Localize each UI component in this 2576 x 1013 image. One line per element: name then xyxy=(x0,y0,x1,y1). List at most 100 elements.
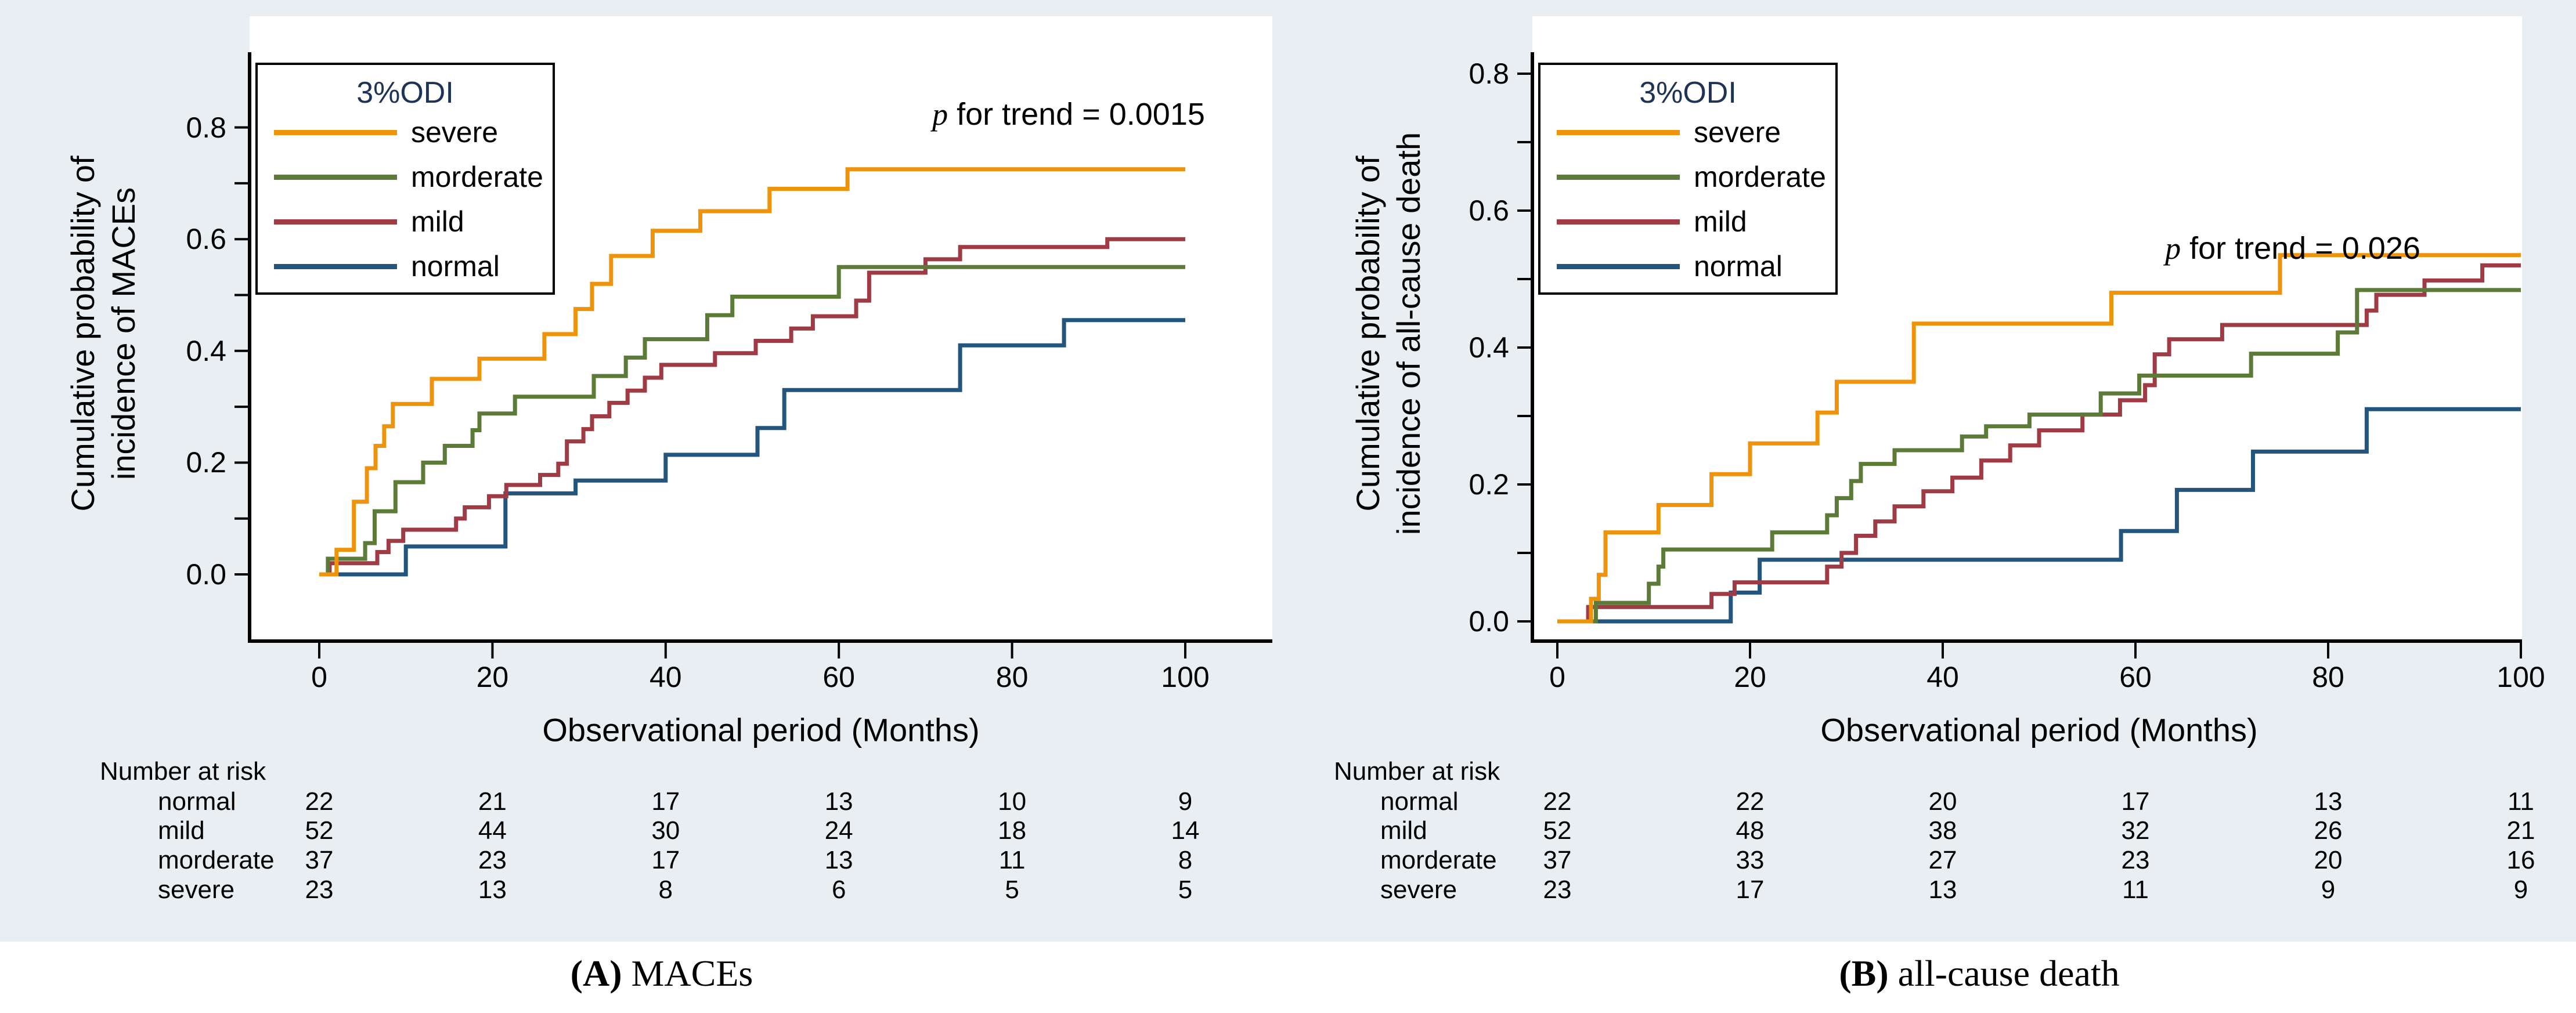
x-tick-label: 0 xyxy=(311,661,327,693)
risk-value: 5 xyxy=(1178,875,1193,904)
mild-legend-line xyxy=(274,219,397,225)
risk-value: 20 xyxy=(2314,846,2343,874)
risk-value: 23 xyxy=(1543,875,1572,904)
legend-label-normal: normal xyxy=(411,250,500,283)
risk-value: 48 xyxy=(1736,816,1765,845)
p-value-text: for trend = 0.026 xyxy=(2181,231,2420,266)
legend-label-severe: severe xyxy=(411,116,499,149)
legend-panel-b: 3%ODI severe morderate mild normal xyxy=(1538,63,1838,295)
risk-value: 52 xyxy=(305,816,334,845)
risk-value: 33 xyxy=(1736,846,1765,874)
risk-value: 8 xyxy=(1178,846,1193,874)
risk-row-label-severe: severe xyxy=(158,875,235,904)
p-symbol: p xyxy=(2165,231,2181,266)
risk-value: 14 xyxy=(1171,816,1200,845)
risk-value: 18 xyxy=(998,816,1027,845)
risk-row-label-severe: severe xyxy=(1380,875,1457,904)
morderate-legend-line xyxy=(274,175,397,180)
caption-prefix: (B) xyxy=(1839,953,1889,994)
risk-value: 26 xyxy=(2314,816,2343,845)
risk-value: 13 xyxy=(1928,875,1957,904)
risk-value: 23 xyxy=(478,846,507,874)
y-tick-label: 0.8 xyxy=(186,111,226,144)
risk-value: 8 xyxy=(658,875,673,904)
legend-title: 3%ODI xyxy=(356,76,454,110)
risk-row-label-mild: mild xyxy=(1380,816,1427,845)
x-tick-label: 60 xyxy=(822,661,855,693)
risk-value: 23 xyxy=(305,875,334,904)
risk-value: 22 xyxy=(1543,787,1572,816)
legend-label-normal: normal xyxy=(1694,250,1783,283)
p-for-trend-annotation-panel-b: p for trend = 0.026 xyxy=(2165,230,2420,266)
risk-value: 9 xyxy=(2513,875,2528,904)
p-for-trend-annotation-panel-a: p for trend = 0.0015 xyxy=(932,96,1205,132)
morderate-legend-line xyxy=(1557,175,1680,180)
y-tick-label: 0.6 xyxy=(1469,194,1509,227)
risk-value: 22 xyxy=(1736,787,1765,816)
y-tick-label: 0.0 xyxy=(186,558,226,591)
risk-value: 38 xyxy=(1928,816,1957,845)
y-tick-label: 0.6 xyxy=(186,223,226,256)
x-tick-label: 100 xyxy=(2496,661,2545,693)
x-axis-title-panel-a: Observational period (Months) xyxy=(542,711,980,748)
risk-value: 11 xyxy=(2508,787,2534,816)
risk-value: 6 xyxy=(831,875,846,904)
risk-value: 13 xyxy=(824,846,853,874)
x-tick-label: 20 xyxy=(1734,661,1766,693)
risk-value: 52 xyxy=(1543,816,1572,845)
risk-value: 21 xyxy=(478,787,507,816)
risk-value: 20 xyxy=(1928,787,1957,816)
legend-label-severe: severe xyxy=(1694,116,1781,149)
x-tick-label: 80 xyxy=(995,661,1029,693)
risk-row-label-normal: normal xyxy=(158,787,236,816)
risk-value: 27 xyxy=(1928,846,1957,874)
risk-value: 17 xyxy=(1736,875,1765,904)
legend-label-mild: mild xyxy=(411,205,464,238)
x-tick-label: 20 xyxy=(476,661,509,693)
x-tick-label: 0 xyxy=(1549,661,1565,693)
risk-value: 24 xyxy=(824,816,853,845)
normal-legend-line xyxy=(1557,264,1680,269)
y-tick-label: 0.2 xyxy=(186,446,226,479)
panel-a-caption: (A) MACEs xyxy=(571,952,753,995)
risk-value: 17 xyxy=(2121,787,2150,816)
risk-value: 21 xyxy=(2506,816,2535,845)
x-tick-label: 60 xyxy=(2119,661,2152,693)
risk-row-label-normal: normal xyxy=(1380,787,1459,816)
risk-value: 13 xyxy=(2314,787,2343,816)
legend-label-morderate: morderate xyxy=(411,161,543,193)
risk-value: 11 xyxy=(998,846,1026,874)
number-at-risk-header: Number at risk xyxy=(1334,757,1500,786)
y-tick-label: 0.0 xyxy=(1469,605,1509,638)
risk-value: 22 xyxy=(305,787,334,816)
y-tick-label: 0.4 xyxy=(1469,331,1509,364)
risk-value: 9 xyxy=(2321,875,2336,904)
risk-value: 17 xyxy=(651,787,680,816)
y-tick-label: 0.2 xyxy=(1469,468,1509,501)
x-tick-label: 80 xyxy=(2312,661,2344,693)
caption-text: MACEs xyxy=(622,953,753,994)
legend-label-mild: mild xyxy=(1694,205,1747,238)
risk-value: 37 xyxy=(1543,846,1572,874)
risk-row-label-mild: mild xyxy=(158,816,205,845)
risk-value: 9 xyxy=(1178,787,1193,816)
risk-value: 13 xyxy=(478,875,507,904)
risk-value: 44 xyxy=(478,816,507,845)
risk-row-label-morderate: morderate xyxy=(1380,846,1497,874)
risk-value: 17 xyxy=(651,846,680,874)
x-tick-label: 100 xyxy=(1161,661,1210,693)
normal-legend-line xyxy=(274,264,397,269)
panel-b-caption: (B) all-cause death xyxy=(1839,952,2119,995)
severe-legend-line xyxy=(1557,130,1680,135)
caption-text: all-cause death xyxy=(1888,953,2120,994)
legend-label-morderate: morderate xyxy=(1694,161,1826,193)
y-axis-title-panel-a: Cumulative probability of incidence of M… xyxy=(64,155,142,512)
y-tick-label: 0.4 xyxy=(186,334,226,367)
risk-value: 13 xyxy=(824,787,853,816)
number-at-risk-header: Number at risk xyxy=(100,757,266,786)
risk-value: 16 xyxy=(2506,846,2535,874)
x-tick-label: 40 xyxy=(649,661,682,693)
legend-panel-a: 3%ODI severe morderate mild normal xyxy=(255,63,555,295)
risk-value: 23 xyxy=(2121,846,2150,874)
